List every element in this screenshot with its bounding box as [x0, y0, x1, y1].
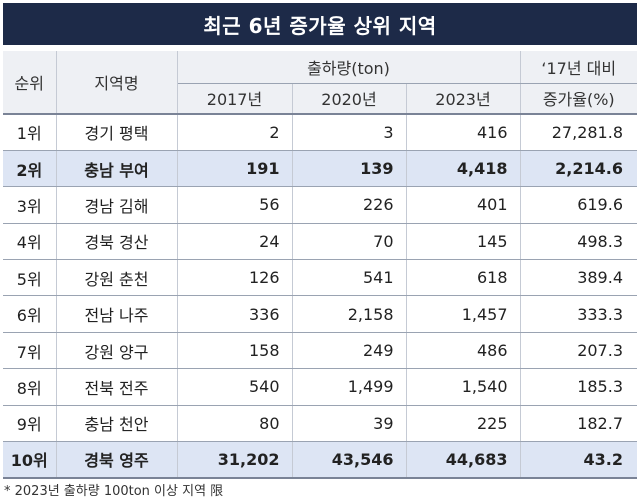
table-row: 8위 전북 전주 540 1,499 1,540 185.3: [3, 368, 637, 406]
value-2020-cell: 249: [292, 332, 407, 370]
value-2017-cell: 336: [177, 295, 293, 333]
region-cell: 전남 나주: [56, 295, 178, 333]
table-row-highlighted: 10위 경북 영주 31,202 43,546 44,683 43.2: [3, 441, 637, 479]
value-2017-cell: 191: [177, 150, 293, 188]
header-rate-line2: 증가율(%): [520, 83, 637, 115]
region-cell: 경북 영주: [56, 441, 178, 479]
table-row: 1위 경기 평택 2 3 416 27,281.8: [3, 114, 637, 151]
rank-cell: 10위: [3, 441, 57, 479]
value-2017-cell: 540: [177, 368, 293, 406]
value-2020-cell: 2,158: [292, 295, 407, 333]
rate-cell: 389.4: [520, 259, 637, 297]
table-row: 7위 강원 양구 158 249 486 207.3: [3, 332, 637, 370]
value-2020-cell: 39: [292, 405, 407, 443]
header-rank: 순위: [3, 51, 57, 115]
rank-cell: 8위: [3, 368, 57, 406]
rate-cell: 333.3: [520, 295, 637, 333]
header-region: 지역명: [56, 51, 178, 115]
value-2023-cell: 416: [406, 114, 521, 151]
rank-cell: 2위: [3, 150, 57, 188]
value-2020-cell: 226: [292, 186, 407, 224]
header-year-2023: 2023년: [406, 83, 521, 115]
value-2023-cell: 4,418: [406, 150, 521, 188]
value-2023-cell: 44,683: [406, 441, 521, 479]
value-2020-cell: 139: [292, 150, 407, 188]
ranking-table: 순위 지역명 출하량(ton) ‘17년 대비 2017년 2020년 2023…: [3, 51, 637, 479]
value-2023-cell: 1,457: [406, 295, 521, 333]
value-2023-cell: 401: [406, 186, 521, 224]
value-2020-cell: 43,546: [292, 441, 407, 479]
table-row: 3위 경남 김해 56 226 401 619.6: [3, 186, 637, 224]
value-2020-cell: 3: [292, 114, 407, 151]
value-2017-cell: 80: [177, 405, 293, 443]
value-2020-cell: 1,499: [292, 368, 407, 406]
region-cell: 경남 김해: [56, 186, 178, 224]
table-row-highlighted: 2위 충남 부여 191 139 4,418 2,214.6: [3, 150, 637, 188]
rank-cell: 5위: [3, 259, 57, 297]
rate-cell: 2,214.6: [520, 150, 637, 188]
value-2023-cell: 145: [406, 223, 521, 261]
table-row: 4위 경북 경산 24 70 145 498.3: [3, 223, 637, 261]
region-cell: 경기 평택: [56, 114, 178, 151]
rank-cell: 9위: [3, 405, 57, 443]
value-2017-cell: 2: [177, 114, 293, 151]
rate-cell: 207.3: [520, 332, 637, 370]
rate-cell: 185.3: [520, 368, 637, 406]
rate-cell: 27,281.8: [520, 114, 637, 151]
region-cell: 충남 천안: [56, 405, 178, 443]
region-cell: 경북 경산: [56, 223, 178, 261]
table-row: 5위 강원 춘천 126 541 618 389.4: [3, 259, 637, 297]
header-year-2020: 2020년: [292, 83, 407, 115]
region-cell: 강원 양구: [56, 332, 178, 370]
rank-cell: 6위: [3, 295, 57, 333]
header-year-2017: 2017년: [177, 83, 293, 115]
value-2023-cell: 1,540: [406, 368, 521, 406]
value-2020-cell: 70: [292, 223, 407, 261]
rank-cell: 1위: [3, 114, 57, 151]
rank-cell: 4위: [3, 223, 57, 261]
value-2020-cell: 541: [292, 259, 407, 297]
header-rate-line1: ‘17년 대비: [520, 51, 637, 84]
header-subrow: 2017년 2020년 2023년 증가율(%): [3, 83, 637, 115]
value-2023-cell: 225: [406, 405, 521, 443]
region-cell: 전북 전주: [56, 368, 178, 406]
value-2023-cell: 486: [406, 332, 521, 370]
rank-cell: 7위: [3, 332, 57, 370]
value-2017-cell: 126: [177, 259, 293, 297]
region-cell: 충남 부여: [56, 150, 178, 188]
table-row: 6위 전남 나주 336 2,158 1,457 333.3: [3, 295, 637, 333]
value-2017-cell: 158: [177, 332, 293, 370]
value-2023-cell: 618: [406, 259, 521, 297]
rate-cell: 43.2: [520, 441, 637, 479]
rank-cell: 3위: [3, 186, 57, 224]
rate-cell: 619.6: [520, 186, 637, 224]
value-2017-cell: 31,202: [177, 441, 293, 479]
rate-cell: 498.3: [520, 223, 637, 261]
header-row: 순위 지역명 출하량(ton) ‘17년 대비: [3, 51, 637, 115]
value-2017-cell: 24: [177, 223, 293, 261]
rate-cell: 182.7: [520, 405, 637, 443]
table-title: 최근 6년 증가율 상위 지역: [3, 3, 637, 45]
header-shipment-group: 출하량(ton): [177, 51, 521, 84]
value-2017-cell: 56: [177, 186, 293, 224]
region-cell: 강원 춘천: [56, 259, 178, 297]
footnote: * 2023년 출하량 100ton 이상 지역 限: [4, 484, 224, 499]
table-row: 9위 충남 천안 80 39 225 182.7: [3, 405, 637, 443]
